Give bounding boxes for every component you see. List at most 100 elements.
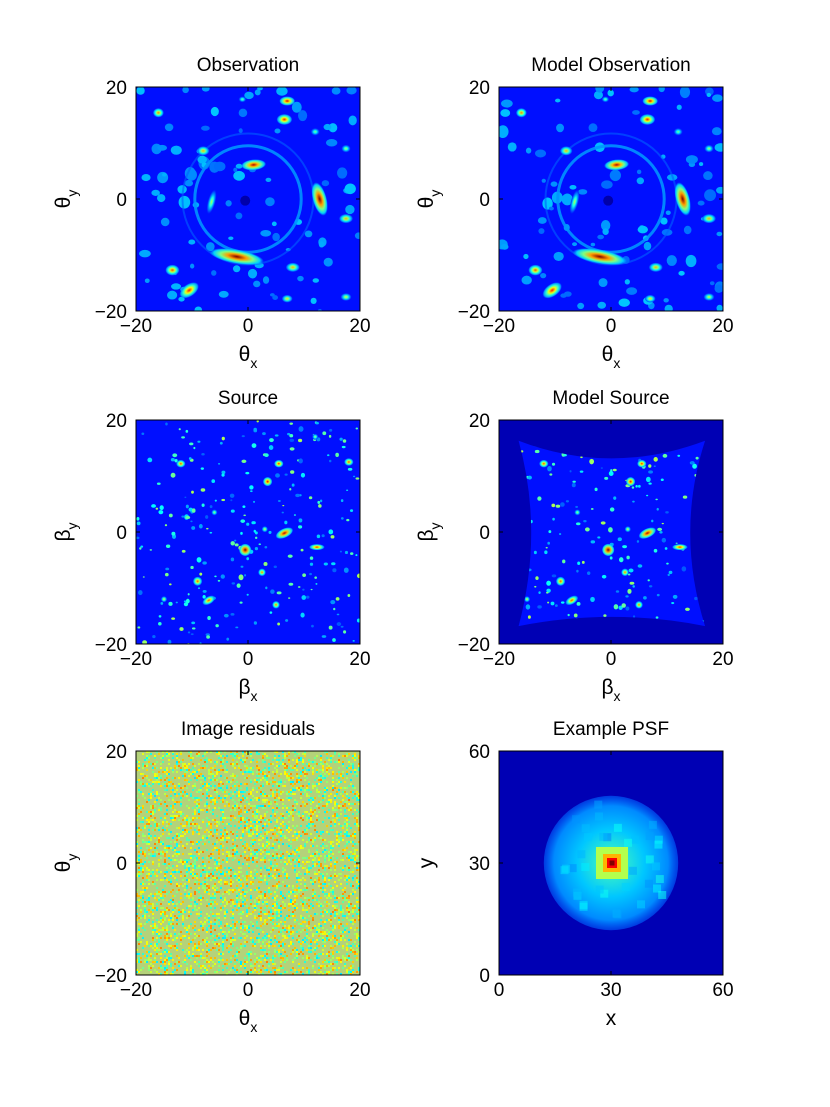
noise-pixel: [176, 903, 178, 905]
noise-pixel: [284, 869, 286, 871]
noise-speck: [275, 473, 280, 478]
noise-pixel: [318, 871, 320, 873]
noise-pixel: [358, 793, 360, 795]
noise-pixel: [252, 945, 254, 947]
noise-pixel: [280, 827, 282, 829]
noise-pixel: [324, 761, 326, 763]
noise-pixel: [322, 891, 324, 893]
noise-pixel: [336, 897, 338, 899]
noise-pixel: [246, 875, 248, 877]
noise-pixel: [346, 869, 348, 871]
noise-speck: [352, 640, 355, 642]
noise-pixel: [266, 799, 268, 801]
noise-pixel: [280, 915, 282, 917]
noise-pixel: [264, 823, 266, 825]
noise-pixel: [240, 893, 242, 895]
noise-speck: [335, 452, 339, 458]
noise-pixel: [346, 947, 348, 949]
noise-pixel: [344, 811, 346, 813]
noise-pixel: [262, 879, 264, 881]
noise-pixel: [256, 781, 258, 783]
noise-speck: [239, 601, 243, 604]
noise-pixel: [242, 795, 244, 797]
noise-pixel: [198, 813, 200, 815]
noise-pixel: [308, 927, 310, 929]
noise-pixel: [164, 871, 166, 873]
noise-pixel: [290, 931, 292, 933]
noise-pixel: [250, 791, 252, 793]
noise-pixel: [196, 877, 198, 879]
noise-pixel: [252, 853, 254, 855]
noise-pixel: [264, 949, 266, 951]
noise-pixel: [218, 867, 220, 869]
noise-pixel: [280, 861, 282, 863]
noise-pixel: [146, 765, 148, 767]
noise-pixel: [154, 811, 156, 813]
noise-pixel: [200, 911, 202, 913]
noise-pixel: [186, 795, 188, 797]
noise-pixel: [342, 855, 344, 857]
noise-pixel: [272, 793, 274, 795]
noise-pixel: [152, 939, 154, 941]
noise-pixel: [242, 773, 244, 775]
noise-pixel: [212, 893, 214, 895]
noise-pixel: [156, 945, 158, 947]
noise-pixel: [246, 817, 248, 819]
noise-pixel: [344, 781, 346, 783]
noise-pixel: [220, 751, 222, 753]
noise-pixel: [320, 755, 322, 757]
noise-pixel: [254, 899, 256, 901]
noise-pixel: [182, 863, 184, 865]
noise-pixel: [148, 879, 150, 881]
noise-pixel: [280, 799, 282, 801]
noise-pixel: [302, 767, 304, 769]
noise-pixel: [140, 863, 142, 865]
noise-pixel: [246, 941, 248, 943]
noise-pixel: [244, 825, 246, 827]
noise-pixel: [222, 899, 224, 901]
noise-pixel: [256, 941, 258, 943]
noise-pixel: [184, 859, 186, 861]
noise-pixel: [182, 829, 184, 831]
noise-pixel: [160, 957, 162, 959]
noise-pixel: [284, 755, 286, 757]
noise-pixel: [214, 943, 216, 945]
noise-speck: [618, 605, 623, 610]
noise-pixel: [326, 831, 328, 833]
noise-pixel: [146, 751, 148, 753]
noise-speck: [141, 432, 145, 436]
noise-pixel: [250, 845, 252, 847]
noise-pixel: [234, 847, 236, 849]
noise-speck: [151, 504, 157, 508]
noise-pixel: [324, 789, 326, 791]
noise-speck: [534, 449, 540, 454]
noise-pixel: [354, 773, 356, 775]
noise-pixel: [262, 835, 264, 837]
noise-pixel: [240, 931, 242, 933]
noise-pixel: [300, 951, 302, 953]
noise-pixel: [218, 945, 220, 947]
noise-pixel: [168, 945, 170, 947]
noise-pixel: [158, 891, 160, 893]
noise-pixel: [230, 941, 232, 943]
noise-pixel: [218, 771, 220, 773]
noise-pixel: [312, 841, 314, 843]
noise-pixel: [194, 849, 196, 851]
noise-pixel: [220, 797, 222, 799]
noise-pixel: [210, 853, 212, 855]
noise-pixel: [146, 755, 148, 757]
noise-pixel: [250, 889, 252, 891]
noise-pixel: [352, 767, 354, 769]
noise-speck: [545, 546, 548, 549]
noise-pixel: [246, 833, 248, 835]
noise-pixel: [288, 793, 290, 795]
noise-speck: [355, 554, 358, 557]
noise-pixel: [274, 927, 276, 929]
noise-speck: [664, 547, 668, 550]
noise-pixel: [332, 955, 334, 957]
noise-pixel: [210, 773, 212, 775]
noise-pixel: [356, 901, 358, 903]
noise-pixel: [296, 775, 298, 777]
noise-pixel: [220, 883, 222, 885]
noise-pixel: [298, 815, 300, 817]
